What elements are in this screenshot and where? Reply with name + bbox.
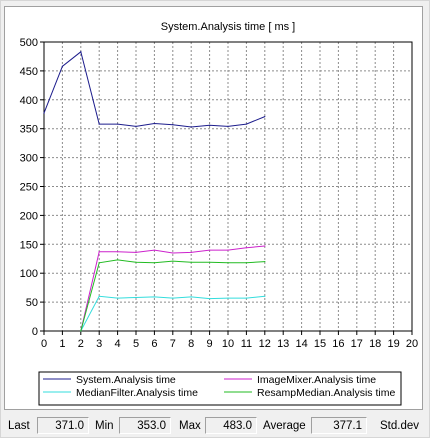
data-point (190, 126, 192, 128)
stddev-label: Std.dev (380, 420, 419, 432)
data-point (80, 330, 82, 332)
data-point (227, 297, 229, 299)
last-label: Last (8, 420, 30, 432)
data-point (245, 297, 247, 299)
data-point (209, 249, 211, 251)
data-point (117, 251, 119, 253)
data-point (190, 261, 192, 263)
x-tick-label: 18 (369, 338, 381, 350)
chart-title: System.Analysis time [ ms ] (161, 21, 295, 33)
legend-entry: ResampMedian.Analysis time (257, 387, 395, 399)
y-tick-label: 100 (20, 268, 38, 280)
data-point (264, 245, 266, 247)
max-label: Max (179, 420, 201, 432)
data-point (153, 262, 155, 264)
data-point (98, 295, 100, 297)
data-point (209, 298, 211, 300)
x-tick-label: 14 (295, 338, 307, 350)
legend-entry: System.Analysis time (76, 374, 176, 386)
data-point (153, 122, 155, 125)
y-tick-label: 300 (20, 153, 38, 165)
x-tick-label: 9 (207, 338, 213, 350)
line-chart: System.Analysis time [ ms ]0 1 2 3 4 5 6 7 8 9 10 1… (20, 21, 418, 406)
data-point (245, 247, 247, 249)
data-point (43, 112, 45, 114)
x-tick-label: 17 (351, 338, 363, 350)
x-tick-label: 2 (78, 338, 84, 350)
y-tick-label: 500 (20, 37, 38, 49)
max-value: 483.0 (205, 417, 257, 434)
x-tick-label: 11 (241, 338, 252, 350)
data-point (135, 296, 137, 299)
y-tick-label: 0 (32, 326, 38, 338)
x-tick-label: 5 (133, 338, 139, 350)
data-point (98, 123, 100, 125)
average-value: 377.1 (311, 417, 367, 434)
chart-panel: System.Analysis time [ ms ] 0 1 2 3 4 5 6 7 8 9 10 1… (4, 6, 423, 410)
x-tick-label: 0 (41, 338, 47, 350)
data-point (264, 115, 266, 118)
x-tick-label: 12 (259, 338, 271, 350)
y-tick-label: 50 (26, 297, 38, 309)
x-tick-label: 15 (314, 338, 326, 350)
last-value: 371.0 (37, 417, 89, 434)
data-point (190, 296, 192, 298)
data-point (172, 260, 174, 262)
x-tick-label: 10 (222, 338, 234, 350)
x-tick-label: 19 (387, 338, 399, 350)
data-point (172, 252, 174, 254)
data-point (264, 261, 266, 263)
x-tick-label: 13 (277, 338, 289, 350)
data-point (245, 123, 247, 125)
legend-entry: MedianFilter.Analysis time (76, 387, 198, 399)
y-tick-label: 150 (20, 239, 38, 251)
data-point (153, 296, 155, 298)
data-point (209, 261, 211, 263)
x-tick-label: 3 (96, 338, 102, 350)
data-point (227, 125, 229, 127)
min-value: 353.0 (119, 417, 171, 434)
data-point (153, 249, 155, 251)
data-point (172, 124, 174, 126)
data-point (264, 295, 266, 297)
x-tick-label: 7 (170, 338, 176, 350)
legend-entry: ImageMixer.Analysis time (257, 374, 376, 386)
data-point (172, 297, 174, 299)
data-point (135, 261, 137, 263)
data-point (117, 123, 119, 125)
data-point (209, 124, 211, 126)
status-bar: Last 371.0 Min 353.0 Max 483.0 Average 3… (4, 416, 428, 436)
data-point (98, 251, 100, 253)
average-label: Average (263, 420, 306, 432)
y-tick-label: 400 (20, 95, 38, 107)
data-point (190, 251, 192, 253)
legend-box (38, 371, 402, 406)
x-tick-label: 8 (188, 338, 194, 350)
y-tick-label: 200 (20, 210, 38, 222)
data-point (227, 249, 229, 251)
data-point (135, 251, 137, 253)
y-tick-label: 350 (20, 124, 38, 136)
min-label: Min (95, 420, 114, 432)
data-point (80, 51, 82, 53)
data-point (98, 262, 100, 264)
data-point (117, 297, 119, 299)
data-point (227, 262, 229, 264)
x-tick-label: 16 (332, 338, 344, 350)
y-tick-label: 250 (20, 182, 38, 194)
y-tick-label: 450 (20, 66, 38, 78)
data-point (245, 262, 247, 264)
x-tick-label: 6 (151, 338, 157, 350)
data-point (135, 125, 137, 127)
x-tick-label: 20 (406, 338, 418, 350)
data-point (61, 65, 64, 67)
x-tick-label: 1 (59, 338, 65, 350)
data-point (117, 259, 119, 261)
x-tick-label: 4 (115, 338, 121, 350)
